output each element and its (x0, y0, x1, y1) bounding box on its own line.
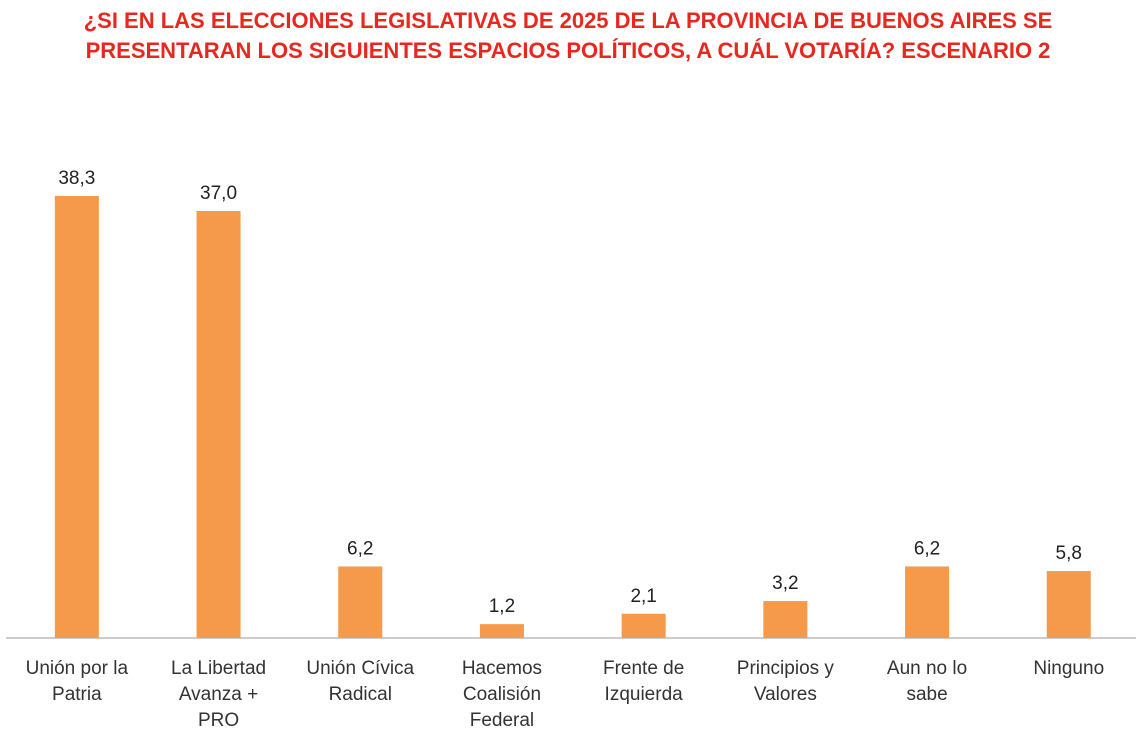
x-tick-label: Ninguno (1033, 658, 1105, 679)
bar (1046, 571, 1091, 638)
value-label: 6,2 (347, 538, 373, 559)
x-tick-label: Unión Cívica Radical (306, 658, 415, 705)
value-label: 37,0 (200, 183, 237, 204)
bar (338, 566, 383, 638)
bar (196, 211, 241, 638)
bar (763, 601, 808, 638)
value-label: 38,3 (58, 168, 95, 189)
x-tick-label: Unión por la Patria (25, 658, 129, 705)
chart-title: ¿SI EN LAS ELECCIONES LEGISLATIVAS DE 20… (83, 8, 1053, 63)
bar (479, 624, 524, 638)
bar (905, 566, 950, 638)
x-tick-label: Aun no lo sabe (886, 658, 968, 705)
x-tick-label: Principios y Valores (736, 658, 834, 705)
bar (621, 613, 666, 638)
value-label: 3,2 (772, 573, 798, 594)
bar (54, 196, 99, 638)
x-tick-label: La Libertad Avanza + PRO (171, 658, 267, 731)
value-label: 6,2 (914, 538, 940, 559)
x-tick-label: Frente de Izquierda (602, 658, 685, 705)
value-label: 2,1 (630, 586, 656, 607)
x-tick-label: Hacemos Coalisión Federal (461, 658, 543, 731)
value-label: 1,2 (489, 596, 515, 617)
value-label: 5,8 (1056, 543, 1082, 564)
